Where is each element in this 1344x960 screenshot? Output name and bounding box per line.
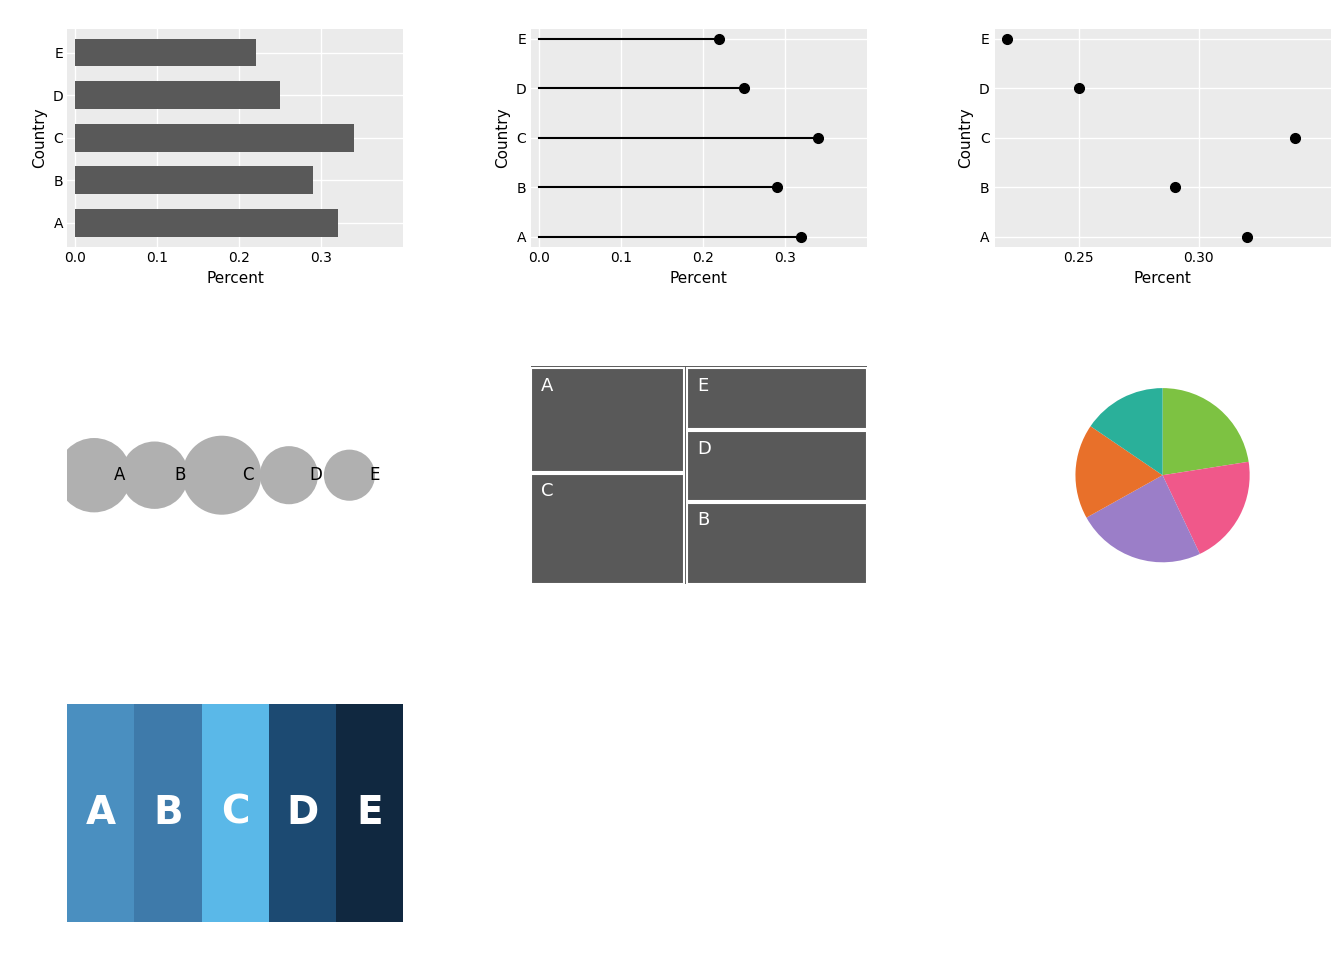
Bar — [75, 82, 281, 108]
Text: B: B — [175, 467, 185, 484]
Bar — [269, 704, 336, 922]
Text: C: C — [242, 467, 254, 484]
Text: A: A — [1224, 396, 1235, 409]
Text: E: E — [356, 794, 383, 831]
Point — [83, 468, 105, 483]
Text: E: E — [698, 376, 708, 395]
Bar — [687, 368, 867, 429]
Bar — [687, 431, 867, 501]
Wedge shape — [1163, 462, 1250, 554]
Text: B: B — [1247, 513, 1258, 527]
Bar — [67, 704, 134, 922]
Point — [211, 468, 233, 483]
Text: C: C — [220, 794, 250, 831]
X-axis label: Percent: Percent — [1133, 271, 1192, 286]
Text: D: D — [1055, 464, 1067, 478]
Bar — [75, 209, 337, 237]
Text: D: D — [309, 467, 323, 484]
Bar — [75, 124, 353, 152]
Wedge shape — [1075, 426, 1163, 517]
Bar — [75, 38, 255, 66]
Bar — [75, 166, 313, 194]
Wedge shape — [1163, 388, 1249, 475]
Text: D: D — [286, 794, 319, 831]
Text: A: A — [86, 794, 116, 831]
Text: C: C — [540, 482, 554, 500]
Y-axis label: Country: Country — [958, 108, 973, 168]
Point — [278, 468, 300, 483]
Bar — [531, 473, 684, 584]
Point — [339, 468, 360, 483]
Y-axis label: Country: Country — [32, 108, 47, 168]
Text: B: B — [698, 512, 710, 529]
Bar — [531, 368, 684, 472]
Text: C: C — [1124, 560, 1133, 573]
Text: A: A — [114, 467, 125, 484]
Wedge shape — [1086, 475, 1200, 563]
Text: E: E — [370, 467, 380, 484]
Text: E: E — [1109, 383, 1118, 397]
Bar — [687, 503, 867, 584]
Bar — [202, 704, 269, 922]
X-axis label: Percent: Percent — [206, 271, 265, 286]
Y-axis label: Country: Country — [495, 108, 509, 168]
Text: B: B — [153, 794, 183, 831]
Text: D: D — [698, 440, 711, 458]
Wedge shape — [1090, 388, 1163, 475]
Bar — [336, 704, 403, 922]
Point — [144, 468, 165, 483]
Bar — [134, 704, 202, 922]
X-axis label: Percent: Percent — [669, 271, 728, 286]
Text: A: A — [540, 376, 554, 395]
